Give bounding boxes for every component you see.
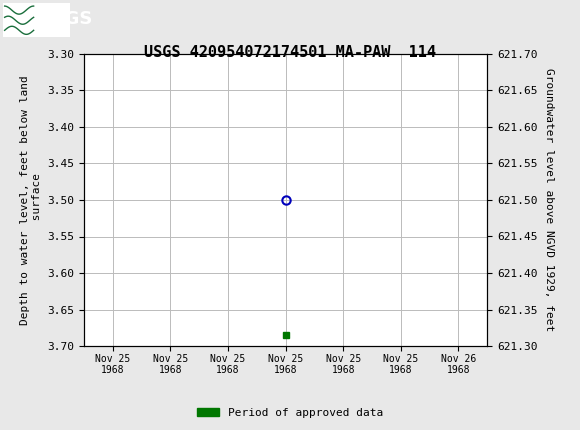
Text: USGS: USGS xyxy=(38,10,93,28)
FancyBboxPatch shape xyxy=(3,3,70,37)
Legend: Period of approved data: Period of approved data xyxy=(193,403,387,422)
Y-axis label: Depth to water level, feet below land
 surface: Depth to water level, feet below land su… xyxy=(20,75,42,325)
Y-axis label: Groundwater level above NGVD 1929, feet: Groundwater level above NGVD 1929, feet xyxy=(545,68,554,332)
Text: USGS 420954072174501 MA-PAW  114: USGS 420954072174501 MA-PAW 114 xyxy=(144,45,436,60)
